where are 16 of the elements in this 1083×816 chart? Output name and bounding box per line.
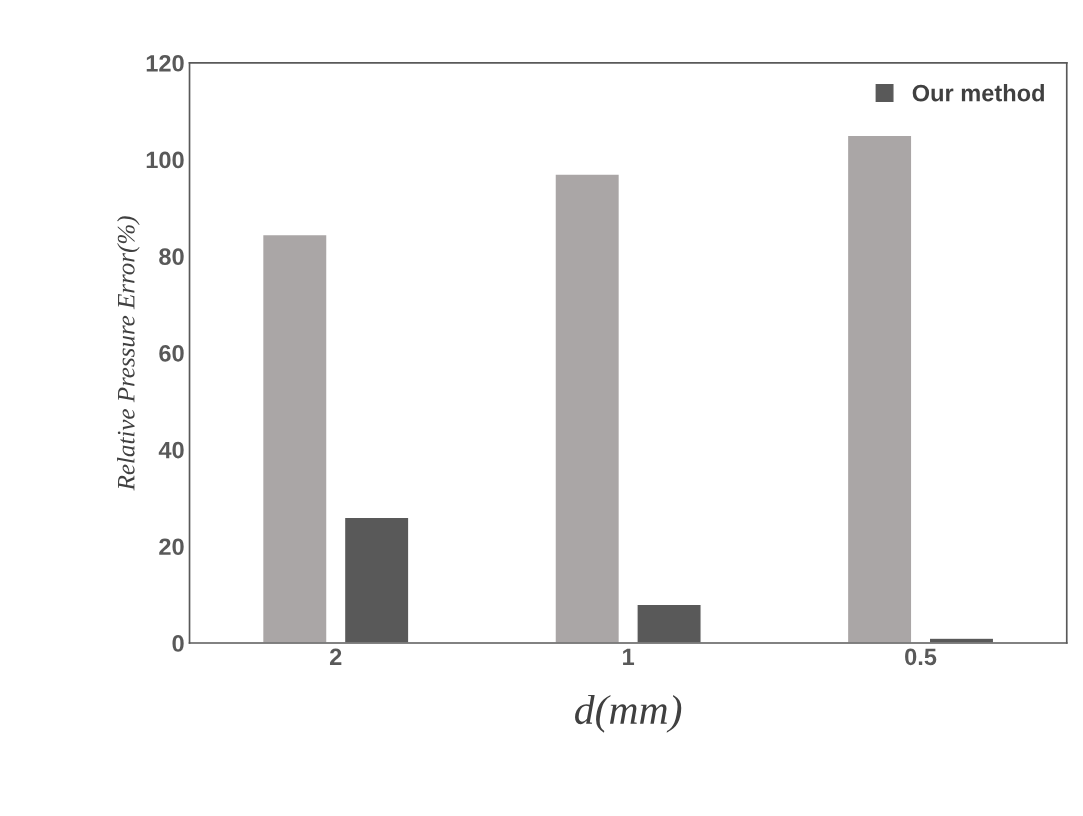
y-tick-label: 120 [146,54,184,72]
x-tick-label: 1 [623,648,635,665]
bar [846,134,913,644]
x-axis-title: d(mm) [575,694,682,733]
x-tick-label: 0.5 [905,648,937,666]
bar [261,233,328,644]
y-tick-label: 60 [159,344,184,362]
y-tick-label: 0 [172,635,184,652]
y-axis-title: Relative Pressure Error(%) [117,216,140,491]
y-tick-label: 100 [146,151,184,169]
legend-label: Our method [912,84,1044,102]
y-tick-label: 80 [159,248,184,266]
bar [554,173,621,644]
y-tick-label: 40 [158,441,184,459]
x-tick-label: 2 [329,648,342,665]
y-tick-label: 20 [159,538,184,556]
